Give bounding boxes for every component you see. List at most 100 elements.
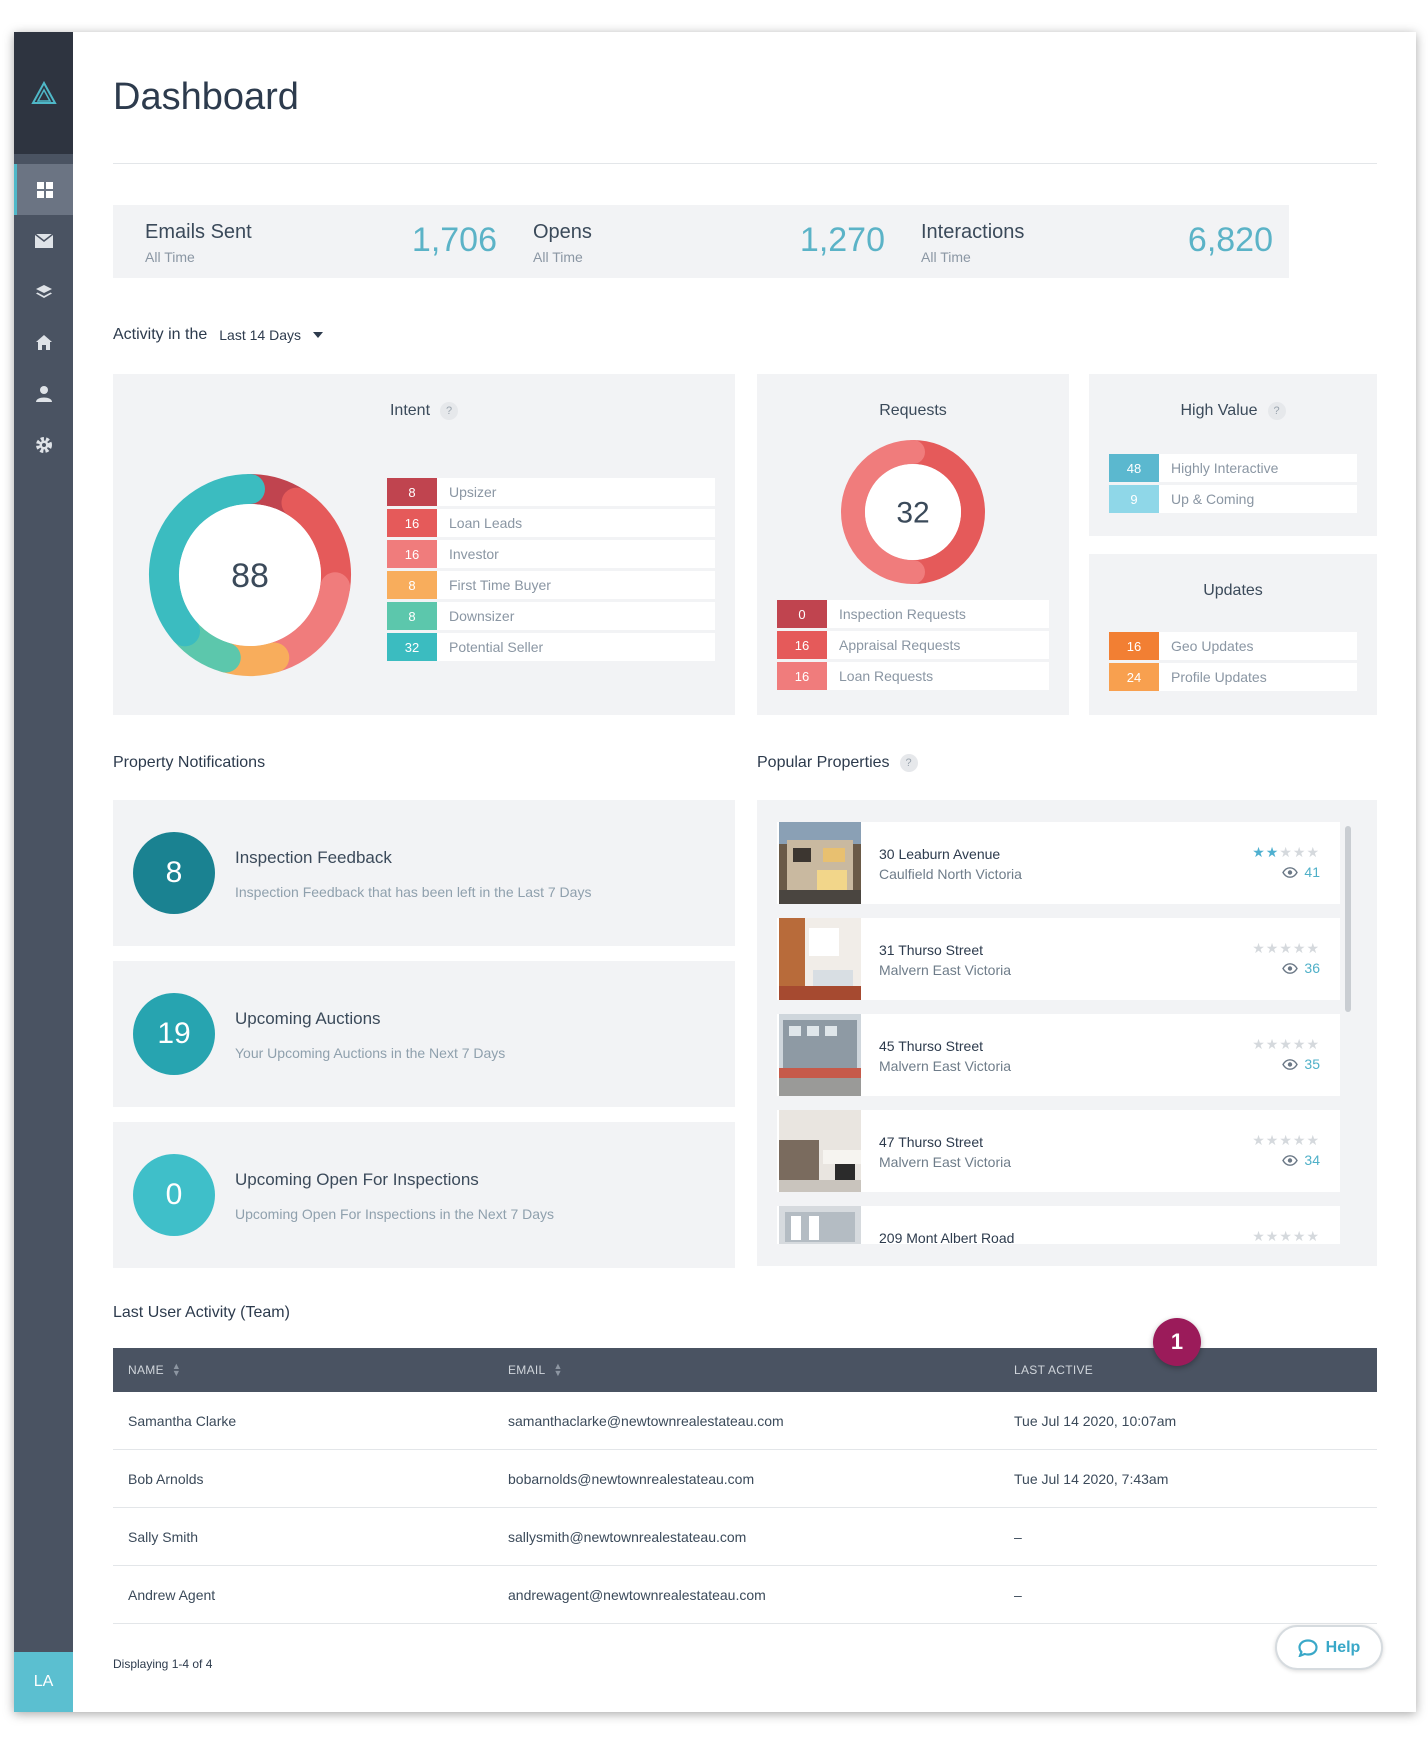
property-thumbnail[interactable]	[779, 1110, 861, 1192]
avatar[interactable]: LA	[14, 1652, 73, 1712]
logo-icon	[30, 81, 57, 104]
legend-item[interactable]: 8 Upsizer	[387, 478, 715, 506]
legend-item[interactable]: 48 Highly Interactive	[1109, 454, 1357, 482]
star-icon: ★	[1279, 1228, 1293, 1244]
sidebar-item-layers[interactable]	[14, 266, 73, 317]
help-icon[interactable]: ?	[899, 754, 918, 772]
sort-icon[interactable]: ▲ ▼	[553, 1361, 563, 1379]
table-row[interactable]: Andrew Agent andrewagent@newtownrealestat…	[113, 1566, 1377, 1624]
intent-donut-chart: 88	[149, 474, 351, 676]
cell-last-active: Tue Jul 14 2020, 10:07am	[1014, 1412, 1177, 1429]
property-item[interactable]: 30 Leaburn Avenue Caulfield North Victori…	[777, 822, 1340, 904]
property-suburb: Malvern East Victoria	[879, 1154, 1012, 1170]
sidebar-item-properties[interactable]	[14, 317, 73, 368]
table-row[interactable]: Sally Smith sallysmith@newtownrealestatea…	[113, 1508, 1377, 1566]
notification-card[interactable]: 0 Upcoming Open For Inspections Upcoming O…	[113, 1122, 735, 1268]
logo[interactable]	[14, 32, 73, 154]
notification-subtitle: Your Upcoming Auctions in the Next 7 Day…	[235, 1045, 506, 1061]
legend-count: 16	[387, 509, 437, 537]
views-value: 35	[1304, 1056, 1320, 1072]
rating-stars[interactable]: ★★★★★	[1252, 844, 1320, 861]
star-icon: ★	[1265, 1228, 1280, 1244]
star-icon: ★	[1265, 1132, 1280, 1148]
legend-item[interactable]: 16 Geo Updates	[1109, 632, 1357, 660]
cell-last-active: Tue Jul 14 2020, 7:43am	[1014, 1470, 1169, 1487]
property-item[interactable]: 47 Thurso Street Malvern East Victoria ★★★…	[777, 1110, 1340, 1192]
sort-icon[interactable]: ▲ ▼	[171, 1361, 182, 1379]
star-icon: ★	[1252, 1132, 1266, 1148]
legend-count: 48	[1109, 454, 1159, 482]
stat-label: Interactions	[921, 221, 1025, 243]
high-value-title: High Value?	[1089, 402, 1377, 420]
sidebar-item-settings[interactable]	[14, 419, 73, 470]
help-icon[interactable]: ?	[440, 402, 459, 420]
legend-item[interactable]: 8 First Time Buyer	[387, 571, 715, 599]
cell-email: bobarnolds@newtownrealestateau.com	[508, 1470, 755, 1487]
page-title: Dashboard	[113, 76, 299, 118]
help-icon[interactable]: ?	[1267, 402, 1286, 420]
property-thumbnail[interactable]	[779, 1206, 861, 1244]
legend-item[interactable]: 16 Loan Leads	[387, 509, 715, 537]
legend-item[interactable]: 16 Appraisal Requests	[777, 631, 1049, 659]
legend-count: 0	[777, 600, 827, 628]
sidebar-item-dashboard[interactable]	[14, 164, 73, 215]
property-item[interactable]: 45 Thurso Street Malvern East Victoria ★★★…	[777, 1014, 1340, 1096]
activity-filter: Activity in the Last 14 Days	[113, 326, 323, 344]
donut-segment-appraisal-requests[interactable]	[901, 440, 985, 584]
notification-subtitle: Upcoming Open For Inspections in the Nex…	[235, 1206, 555, 1222]
star-icon: ★	[1279, 1036, 1293, 1052]
legend-item[interactable]: 9 Up & Coming	[1109, 485, 1357, 513]
legend-count: 16	[777, 662, 827, 690]
legend-item[interactable]: 24 Profile Updates	[1109, 663, 1357, 691]
rating-stars[interactable]: ★★★★★	[1252, 1228, 1320, 1244]
property-address[interactable]: 45 Thurso Street	[879, 1038, 984, 1054]
star-icon: ★	[1265, 844, 1280, 860]
legend-item[interactable]: 32 Potential Seller	[387, 633, 715, 661]
property-thumbnail[interactable]	[779, 918, 861, 1000]
eye-icon	[1282, 1154, 1299, 1166]
property-thumbnail[interactable]	[779, 822, 861, 904]
scrollbar[interactable]	[1345, 826, 1351, 1012]
cell-name: Andrew Agent	[128, 1586, 216, 1603]
property-item[interactable]: 209 Mont Albert Road ★★★★★	[777, 1206, 1340, 1244]
legend-item[interactable]: 0 Inspection Requests	[777, 600, 1049, 628]
rating-stars[interactable]: ★★★★★	[1252, 1036, 1320, 1053]
views-value: 41	[1304, 864, 1320, 880]
rating-stars[interactable]: ★★★★★	[1252, 1132, 1320, 1149]
chevron-down-icon[interactable]	[312, 332, 323, 338]
legend-item[interactable]: 16 Investor	[387, 540, 715, 568]
notification-title: Inspection Feedback	[235, 848, 392, 867]
stat-sub: All Time	[145, 249, 195, 265]
property-address[interactable]: 209 Mont Albert Road	[879, 1230, 1015, 1244]
legend-item[interactable]: 8 Downsizer	[387, 602, 715, 630]
table-row[interactable]: Samantha Clarke samanthaclarke@newtownrea…	[113, 1392, 1377, 1450]
sidebar-item-emails[interactable]	[14, 215, 73, 266]
eye-icon	[1282, 866, 1299, 878]
range-dropdown[interactable]: Last 14 Days	[219, 327, 301, 343]
eye-icon	[1282, 1058, 1299, 1070]
star-icon: ★	[1292, 1036, 1307, 1052]
high-value-title-text: High Value	[1180, 402, 1258, 420]
star-icon: ★	[1292, 940, 1307, 956]
notification-card[interactable]: 19 Upcoming Auctions Your Upcoming Auction…	[113, 961, 735, 1107]
table-row[interactable]: Bob Arnolds bobarnolds@newtownrealestatea…	[113, 1450, 1377, 1508]
donut-segment-loan-requests[interactable]	[841, 440, 925, 584]
notification-title: Upcoming Auctions	[235, 1009, 381, 1028]
rating-stars[interactable]: ★★★★★	[1252, 940, 1320, 957]
notification-card[interactable]: 8 Inspection Feedback Inspection Feedback …	[113, 800, 735, 946]
property-thumbnail[interactable]	[779, 1014, 861, 1096]
property-list[interactable]: 30 Leaburn Avenue Caulfield North Victori…	[777, 822, 1340, 1244]
column-header-email[interactable]: EMAIL ▲ ▼	[493, 1361, 999, 1379]
star-icon: ★	[1279, 844, 1293, 860]
help-button[interactable]: Help	[1275, 1625, 1383, 1670]
donut-segment-potential-seller[interactable]	[149, 474, 265, 647]
legend-item[interactable]: 16 Loan Requests	[777, 662, 1049, 690]
property-address[interactable]: 47 Thurso Street	[879, 1134, 984, 1150]
legend-label: Up & Coming	[1171, 491, 1255, 507]
property-address[interactable]: 30 Leaburn Avenue	[879, 846, 1001, 862]
property-address[interactable]: 31 Thurso Street	[879, 942, 984, 958]
high-value-legend: 48 Highly Interactive 9 Up & Coming	[1109, 454, 1357, 516]
property-item[interactable]: 31 Thurso Street Malvern East Victoria ★★★…	[777, 918, 1340, 1000]
sidebar-item-contacts[interactable]	[14, 368, 73, 419]
column-header-name[interactable]: NAME ▲ ▼	[113, 1361, 493, 1379]
